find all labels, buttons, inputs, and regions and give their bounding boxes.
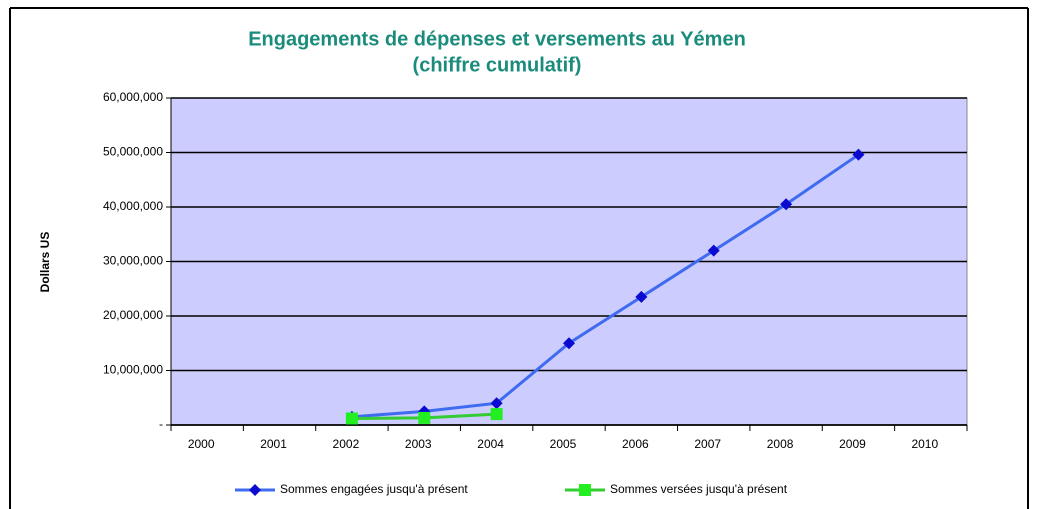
x-tick-label: 2006 (622, 437, 649, 451)
data-point (490, 408, 503, 421)
series-line (351, 153, 860, 419)
data-point (707, 244, 720, 257)
data-point (345, 412, 358, 425)
x-tick-label: 2009 (839, 437, 866, 451)
y-tick-label: 30,000,000 (103, 254, 163, 268)
x-tick-label: 2004 (477, 437, 504, 451)
data-point (780, 198, 793, 211)
legend-label: Sommes versées jusqu'à présent (610, 482, 788, 496)
data-point (563, 337, 575, 350)
x-tick-label: 2001 (260, 437, 287, 451)
chart-title: Engagements de dépenses et versements au… (248, 28, 746, 50)
legend-marker (579, 484, 591, 496)
data-point (852, 148, 865, 161)
x-tick-label: 2007 (694, 437, 721, 451)
legend-label: Sommes engagées jusqu'à présent (280, 482, 468, 496)
data-point (490, 397, 503, 410)
y-tick-label: 50,000,000 (103, 145, 163, 159)
data-point (635, 290, 648, 303)
x-tick-label: 2000 (188, 437, 215, 451)
y-tick-label: - (159, 417, 163, 431)
x-tick-label: 2008 (767, 437, 794, 451)
y-axis-label: Dollars US (38, 232, 52, 293)
legend-marker (249, 484, 261, 496)
y-tick-label: 60,000,000 (103, 90, 163, 104)
x-tick-label: 2005 (550, 437, 577, 451)
x-tick-label: 2003 (405, 437, 432, 451)
x-tick-label: 2002 (333, 437, 360, 451)
y-tick-label: 10,000,000 (103, 363, 163, 377)
y-tick-label: 40,000,000 (103, 199, 163, 213)
y-tick-label: 20,000,000 (103, 308, 163, 322)
x-tick-label: 2010 (911, 437, 938, 451)
chart-subtitle: (chiffre cumulatif) (413, 54, 582, 76)
data-point (418, 411, 431, 424)
